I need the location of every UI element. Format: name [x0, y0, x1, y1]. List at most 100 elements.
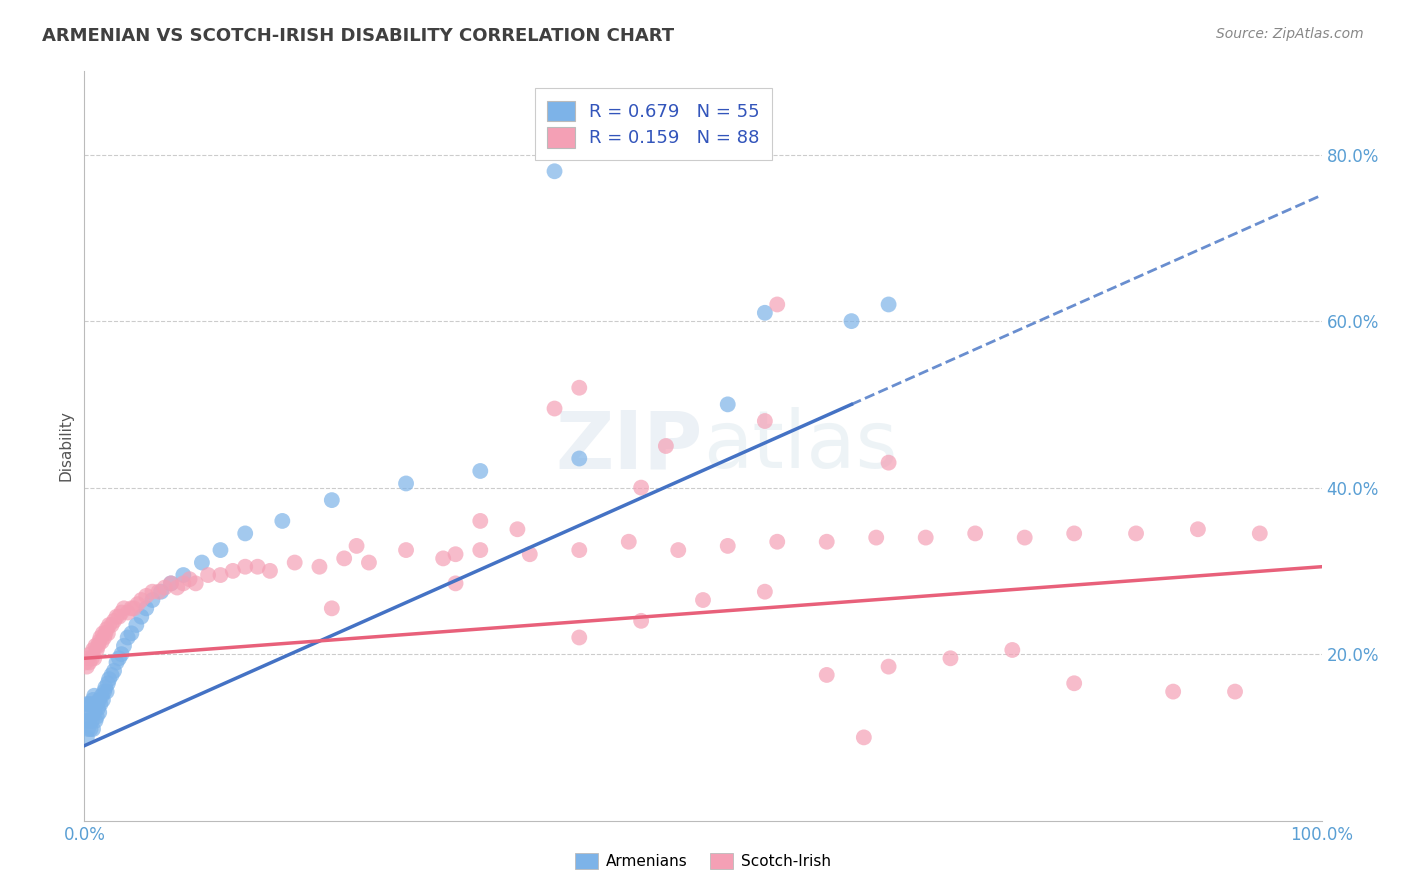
Point — [100, 618, 122, 632]
Point — [79, 697, 101, 711]
Point — [79, 722, 101, 736]
Point — [1161, 684, 1184, 698]
Point — [717, 397, 740, 411]
Point — [865, 531, 887, 545]
Point — [321, 493, 343, 508]
Point — [100, 668, 122, 682]
Point — [117, 606, 139, 620]
Legend: R = 0.679   N = 55, R = 0.159   N = 88: R = 0.679 N = 55, R = 0.159 N = 88 — [534, 88, 772, 161]
Point — [112, 639, 135, 653]
Point — [120, 626, 142, 640]
Point — [76, 731, 98, 745]
Point — [90, 634, 112, 648]
Point — [766, 534, 789, 549]
Point — [321, 601, 343, 615]
Point — [77, 651, 100, 665]
Point — [841, 314, 863, 328]
Point — [1063, 526, 1085, 541]
Point — [284, 556, 307, 570]
Point — [877, 456, 900, 470]
Point — [655, 439, 678, 453]
Point — [79, 714, 101, 728]
Point — [346, 539, 368, 553]
Point — [172, 568, 194, 582]
Point — [444, 547, 467, 561]
Point — [120, 601, 142, 615]
Text: ZIP: ZIP — [555, 407, 703, 485]
Point — [103, 614, 125, 628]
Point — [97, 676, 120, 690]
Point — [91, 626, 114, 640]
Point — [815, 534, 838, 549]
Point — [914, 531, 936, 545]
Point — [395, 476, 418, 491]
Point — [105, 656, 128, 670]
Point — [80, 714, 103, 728]
Point — [141, 593, 163, 607]
Point — [94, 626, 117, 640]
Point — [79, 647, 101, 661]
Point — [543, 164, 565, 178]
Point — [86, 709, 108, 723]
Point — [271, 514, 294, 528]
Point — [692, 593, 714, 607]
Point — [1125, 526, 1147, 541]
Point — [75, 656, 97, 670]
Point — [191, 556, 214, 570]
Point — [122, 601, 145, 615]
Text: Source: ZipAtlas.com: Source: ZipAtlas.com — [1216, 27, 1364, 41]
Point — [110, 647, 132, 661]
Point — [89, 631, 111, 645]
Point — [141, 584, 163, 599]
Point — [135, 589, 157, 603]
Point — [94, 681, 117, 695]
Point — [308, 559, 330, 574]
Point — [519, 547, 541, 561]
Point — [77, 722, 100, 736]
Point — [84, 697, 107, 711]
Point — [209, 543, 232, 558]
Point — [80, 651, 103, 665]
Point — [148, 584, 170, 599]
Point — [89, 697, 111, 711]
Point — [877, 659, 900, 673]
Point — [965, 526, 987, 541]
Point — [259, 564, 281, 578]
Point — [83, 706, 105, 720]
Point — [179, 572, 201, 586]
Point — [86, 697, 108, 711]
Point — [233, 526, 256, 541]
Point — [153, 581, 176, 595]
Point — [877, 297, 900, 311]
Point — [630, 481, 652, 495]
Point — [98, 672, 121, 686]
Point — [76, 697, 98, 711]
Point — [82, 693, 104, 707]
Point — [108, 609, 131, 624]
Point — [568, 543, 591, 558]
Point — [246, 559, 269, 574]
Point — [1001, 643, 1024, 657]
Text: atlas: atlas — [703, 407, 897, 485]
Point — [89, 706, 111, 720]
Point — [125, 618, 148, 632]
Point — [209, 568, 232, 582]
Point — [84, 714, 107, 728]
Point — [91, 693, 114, 707]
Text: ARMENIAN VS SCOTCH-IRISH DISABILITY CORRELATION CHART: ARMENIAN VS SCOTCH-IRISH DISABILITY CORR… — [42, 27, 675, 45]
Point — [127, 597, 149, 611]
Point — [506, 522, 529, 536]
Point — [75, 714, 97, 728]
Point — [852, 731, 875, 745]
Point — [117, 631, 139, 645]
Point — [395, 543, 418, 558]
Point — [233, 559, 256, 574]
Point — [76, 659, 98, 673]
Point — [333, 551, 356, 566]
Point — [89, 693, 111, 707]
Point — [83, 651, 105, 665]
Point — [96, 622, 118, 636]
Point — [86, 643, 108, 657]
Point — [98, 618, 121, 632]
Point — [470, 464, 492, 478]
